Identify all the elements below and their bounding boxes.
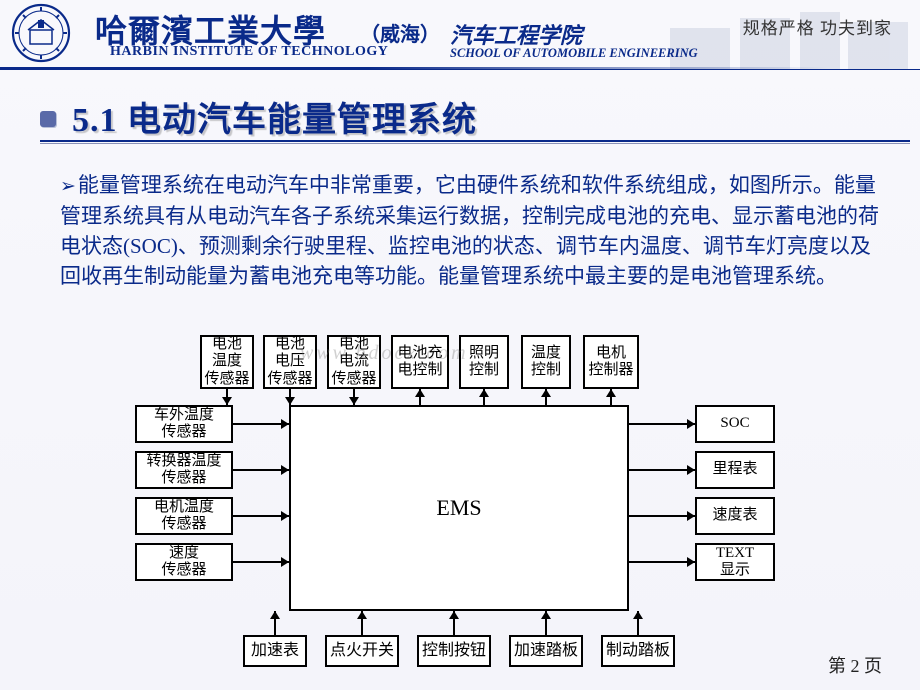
diagram-node: 电机温度传感器	[135, 497, 233, 535]
page-header: 哈爾濱工業大學 （威海） HARBIN INSTITUTE OF TECHNOL…	[0, 0, 920, 70]
ems-diagram: EMS 电池温度传感器电池电压传感器电池电流传感器电池充电控制照明控制温度控制电…	[135, 335, 775, 670]
header-underline	[0, 67, 920, 70]
diagram-node: 点火开关	[325, 635, 399, 667]
diagram-node: 电机控制器	[583, 335, 639, 389]
diagram-node: 加速踏板	[509, 635, 583, 667]
diagram-node: SOC	[695, 405, 775, 443]
section-title: 5.1 电动汽车能量管理系统	[40, 92, 910, 141]
body-paragraph: ➢能量管理系统在电动汽车中非常重要，它由硬件系统和软件系统组成，如图所示。能量管…	[60, 170, 890, 292]
ems-center-label: EMS	[436, 495, 481, 521]
diagram-node: 车外温度传感器	[135, 405, 233, 443]
campus-name: （威海）	[360, 18, 440, 47]
diagram-node: 转换器温度传感器	[135, 451, 233, 489]
diagram-node: 控制按钮	[417, 635, 491, 667]
bullet-arrow-icon: ➢	[60, 176, 76, 197]
diagram-node: 里程表	[695, 451, 775, 489]
diagram-node: 电池电压传感器	[263, 335, 317, 389]
ems-center-box: EMS	[289, 405, 629, 611]
diagram-node: 制动踏板	[601, 635, 675, 667]
diagram-node: 电池电流传感器	[327, 335, 381, 389]
diagram-node: TEXT显示	[695, 543, 775, 581]
diagram-node: 照明控制	[459, 335, 509, 389]
paragraph-text: 能量管理系统在电动汽车中非常重要，它由硬件系统和软件系统组成，如图所示。能量管理…	[60, 173, 879, 288]
diagram-node: 速度传感器	[135, 543, 233, 581]
school-name-en: SCHOOL OF AUTOMOBILE ENGINEERING	[450, 46, 698, 61]
diagram-node: 速度表	[695, 497, 775, 535]
diagram-node: 电池温度传感器	[200, 335, 254, 389]
title-bullet-icon	[40, 111, 56, 127]
diagram-node: 电池充电控制	[391, 335, 449, 389]
diagram-node: 加速表	[243, 635, 307, 667]
title-text: 5.1 电动汽车能量管理系统	[72, 102, 477, 139]
university-logo-icon	[6, 2, 76, 64]
university-name-en: HARBIN INSTITUTE OF TECHNOLOGY	[110, 44, 388, 60]
page-number: 第 2 页	[828, 652, 882, 678]
diagram-node: 温度控制	[521, 335, 571, 389]
motto-text: 规格严格 功夫到家	[743, 14, 892, 39]
